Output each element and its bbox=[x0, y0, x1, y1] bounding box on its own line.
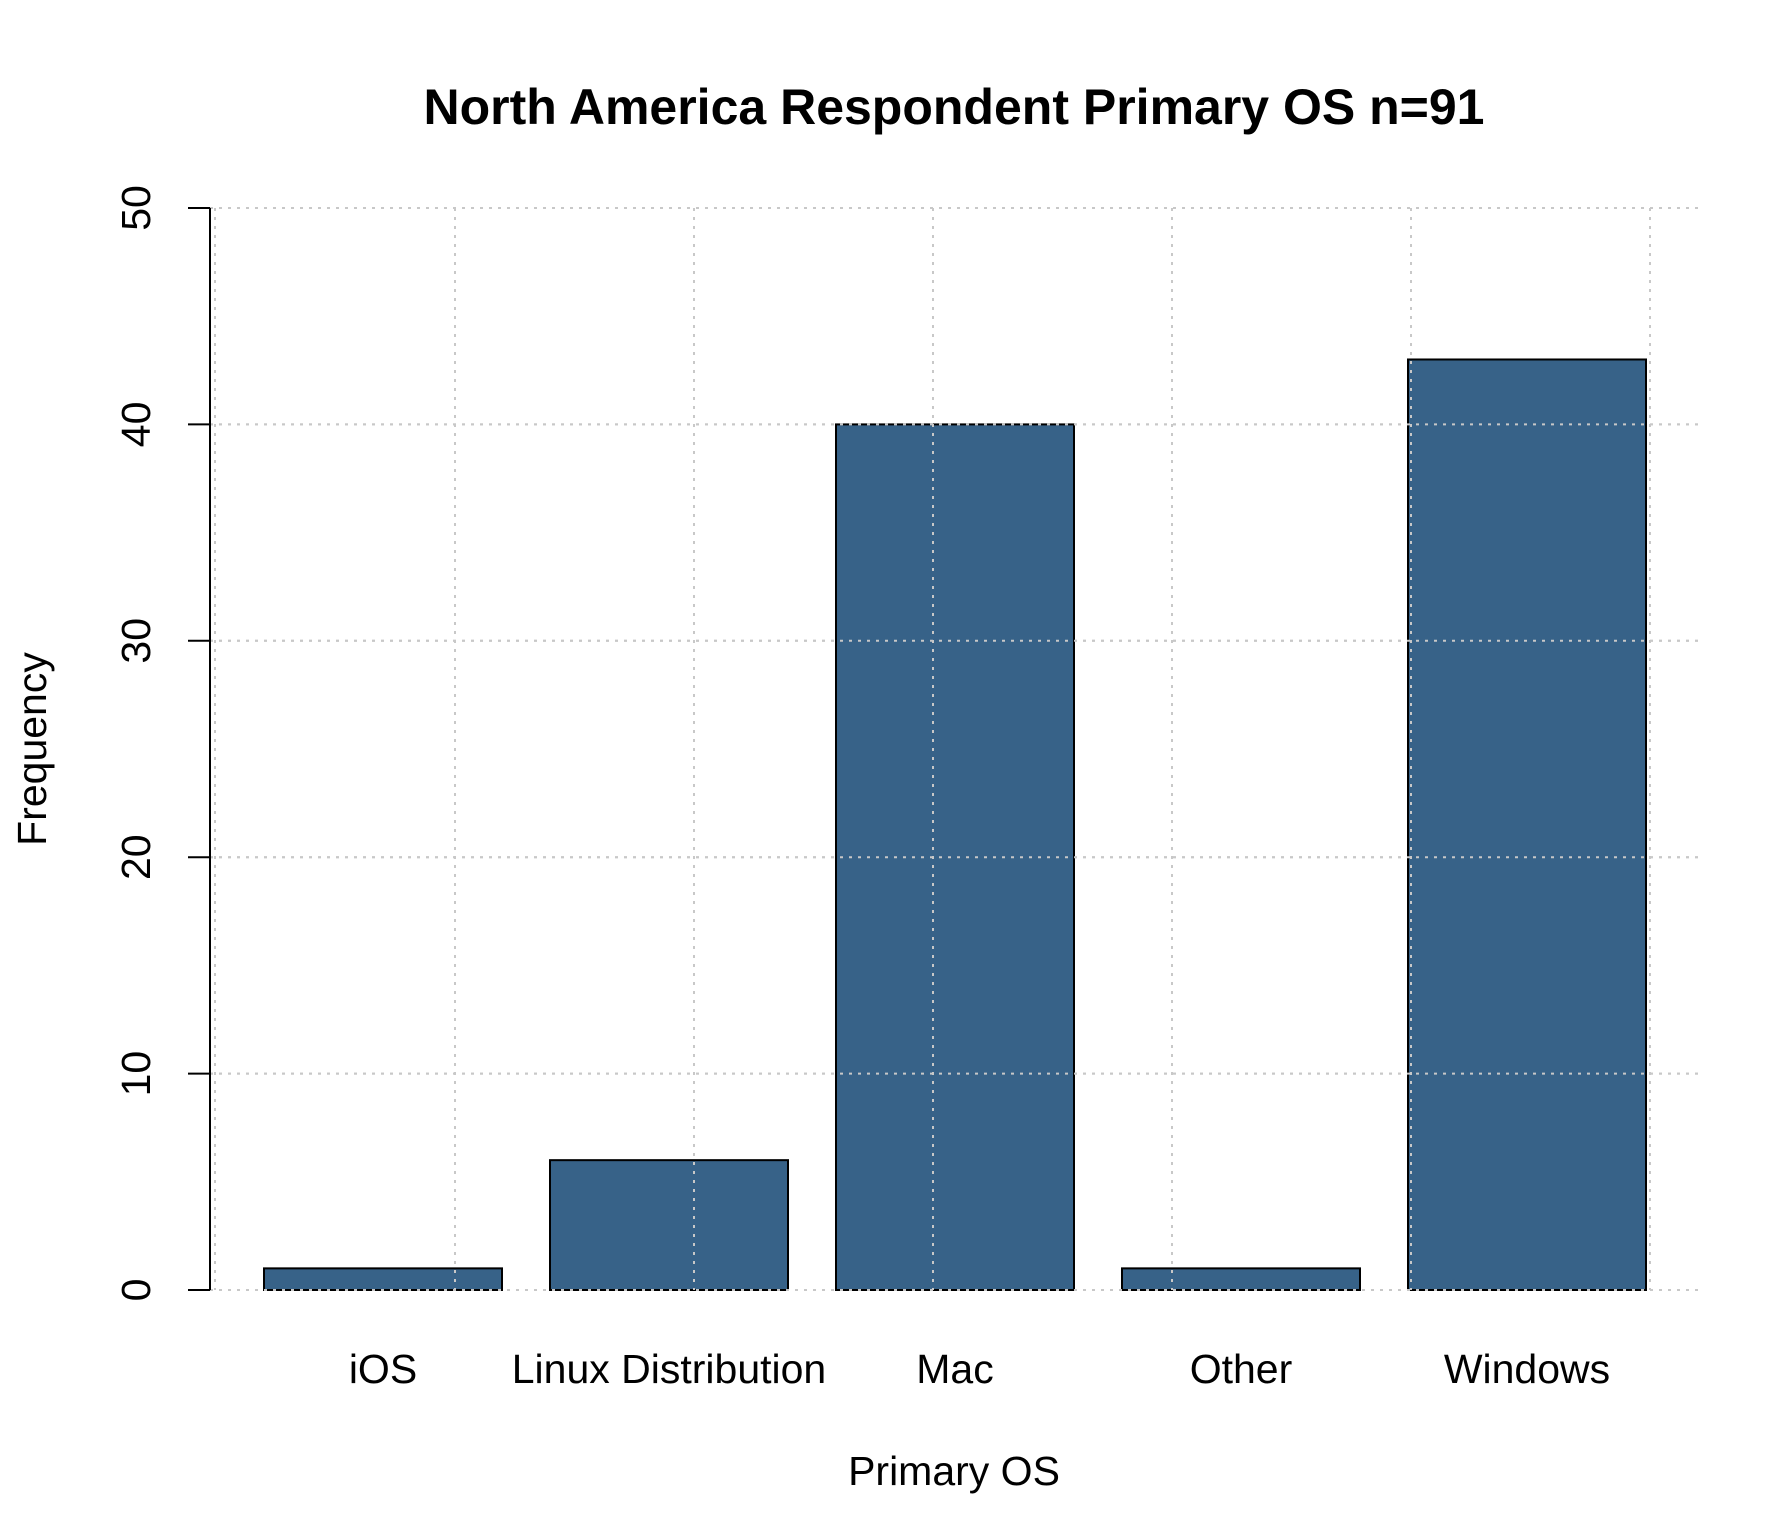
x-tick-label: Mac bbox=[916, 1346, 993, 1392]
y-tick-label: 50 bbox=[113, 185, 159, 231]
bar-ios bbox=[263, 1267, 503, 1291]
grid-overlay bbox=[210, 207, 1700, 1291]
x-tick-label: Other bbox=[1190, 1346, 1293, 1392]
chart-title: North America Respondent Primary OS n=91 bbox=[424, 79, 1485, 135]
x-tick-label: Windows bbox=[1444, 1346, 1610, 1392]
x-axis-label: Primary OS bbox=[848, 1448, 1060, 1494]
y-tick-label: 10 bbox=[113, 1051, 159, 1097]
bar-other bbox=[1121, 1267, 1361, 1291]
x-tick-label: Linux Distribution bbox=[512, 1346, 827, 1392]
x-tick-label: iOS bbox=[349, 1346, 417, 1392]
bar-windows bbox=[1407, 358, 1647, 1292]
bar-mac bbox=[835, 423, 1075, 1291]
x-tick-labels: iOS Linux Distribution Mac Other Windows bbox=[349, 1346, 1610, 1392]
y-tick-label: 30 bbox=[113, 618, 159, 664]
y-axis: 0 10 20 30 40 50 bbox=[113, 185, 211, 1302]
y-tick-label: 40 bbox=[113, 402, 159, 448]
y-axis-label: Frequency bbox=[9, 652, 55, 846]
y-tick-label: 0 bbox=[113, 1279, 159, 1302]
bars-layer bbox=[263, 358, 1647, 1292]
bar-linux-distribution bbox=[549, 1159, 789, 1292]
y-tick-label: 20 bbox=[113, 834, 159, 880]
